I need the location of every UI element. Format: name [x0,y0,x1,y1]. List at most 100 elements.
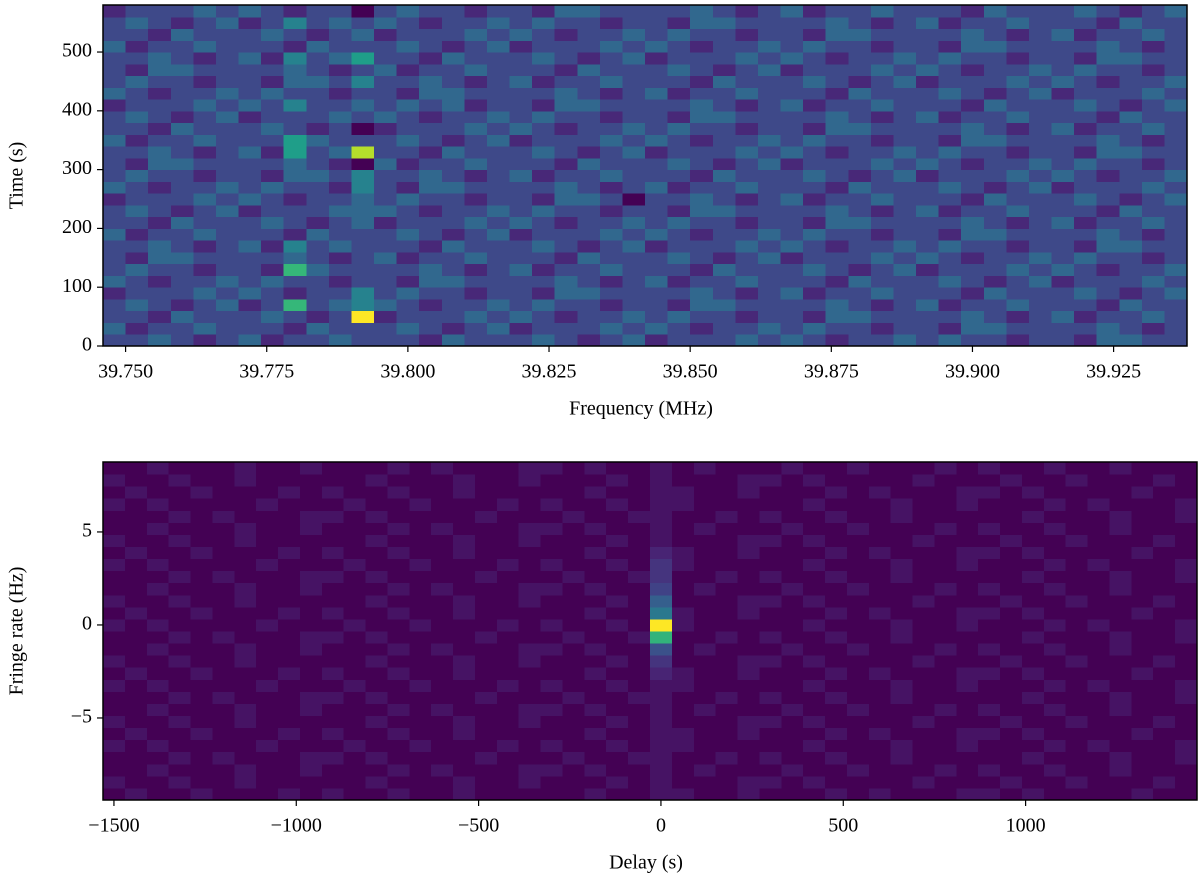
heatmap-cell [1109,498,1132,511]
heatmap-cell [715,486,739,499]
heatmap-cell [1074,5,1098,18]
heatmap-cell [215,157,239,171]
heatmap-cell [825,134,849,147]
heatmap-cell [893,263,917,276]
heatmap-cell [893,87,917,100]
heatmap-cell [1051,40,1075,53]
heatmap-cell [168,715,192,729]
heatmap-cell [1175,618,1198,632]
heatmap-cell [212,462,235,475]
heatmap-cell [848,287,872,300]
heatmap-cell [365,486,388,499]
heatmap-cell [848,40,872,53]
heatmap-cell [365,462,388,475]
heatmap-cell [321,618,345,632]
heatmap-cell [125,5,149,18]
heatmap-cell [215,298,239,312]
heatmap-cell [321,631,345,644]
heatmap-cell [584,594,607,608]
heatmap-cell [486,287,510,300]
heatmap-cell [168,462,192,475]
heatmap-cell [846,522,870,535]
heatmap-cell [934,739,957,753]
heatmap-cell [584,558,607,572]
heatmap-cell [781,582,804,596]
heatmap-cell [306,63,330,77]
heatmap-cell [168,667,192,680]
heatmap-cell [628,655,651,668]
heatmap-cell [715,534,739,547]
heatmap-cell [343,727,367,741]
heatmap-cell [509,193,533,206]
heatmap-cell [103,181,127,194]
heatmap-cell [190,775,213,789]
heatmap-cell [916,216,940,229]
heatmap-cell [190,715,213,729]
heatmap-cell [584,534,607,547]
heatmap-cell [283,157,307,171]
heatmap-cell [238,275,262,288]
heatmap-cell [419,275,443,288]
heatmap-cell [146,618,170,632]
heatmap-cell [554,134,578,147]
heatmap-cell [916,28,940,41]
heatmap-cell [299,727,323,741]
heatmap-cell [735,122,759,135]
heatmap-cell [846,618,870,632]
heatmap-cell [1164,40,1188,53]
heatmap-cell [474,703,498,716]
heatmap-cell [306,298,330,312]
heatmap-cell [283,63,307,77]
heatmap-cell [374,75,398,88]
heatmap-cell [238,263,262,276]
heatmap-cell [328,28,352,41]
heatmap-cell [431,546,454,560]
heatmap-cell [496,691,520,704]
heatmap-cell [409,510,432,523]
heatmap-cell [299,775,323,789]
heatmap-cell [1065,691,1089,704]
heatmap-cell [562,618,585,632]
heatmap-cell [170,134,194,147]
heatmap-cell [715,510,739,523]
heatmap-cell [628,787,651,801]
heatmap-cell [978,606,1001,620]
heatmap-cell [146,679,170,692]
heatmap-cell [584,751,607,765]
heatmap-cell [961,287,985,300]
heatmap-cell [234,763,257,777]
heatmap-cell [803,691,826,704]
heatmap-cell [365,546,388,560]
heatmap-cell [1028,240,1052,253]
heatmap-cell [306,99,330,112]
heatmap-cell [103,40,127,53]
heatmap-cell [781,486,804,499]
heatmap-cell [735,157,759,171]
heatmap-cell [464,228,488,241]
heatmap-cell [628,618,651,632]
heatmap-cell [168,691,192,704]
heatmap-cell [650,739,673,753]
heatmap-cell [328,146,352,159]
heatmap-cell [584,474,607,487]
heatmap-cell [387,558,410,572]
heatmap-cell [409,655,432,668]
heatmap-cell [781,739,804,753]
heatmap-cell [961,16,985,30]
heatmap-cell [1006,5,1030,18]
heatmap-cell [1175,643,1198,656]
heatmap-cell [848,204,872,218]
heatmap-cell [645,169,669,182]
heatmap-cell [599,122,623,135]
heatmap-cell [1131,655,1154,668]
heatmap-cell [1141,146,1165,159]
heatmap-cell [464,134,488,147]
heatmap-cell [757,110,781,124]
heatmap-cell [1021,618,1045,632]
heatmap-cell [453,474,476,487]
heatmap-cell [509,181,533,194]
heatmap-cell [628,546,651,560]
heatmap-cell [256,739,279,753]
x-tick-label: 39.925 [1086,361,1141,383]
heatmap-cell [125,16,149,30]
